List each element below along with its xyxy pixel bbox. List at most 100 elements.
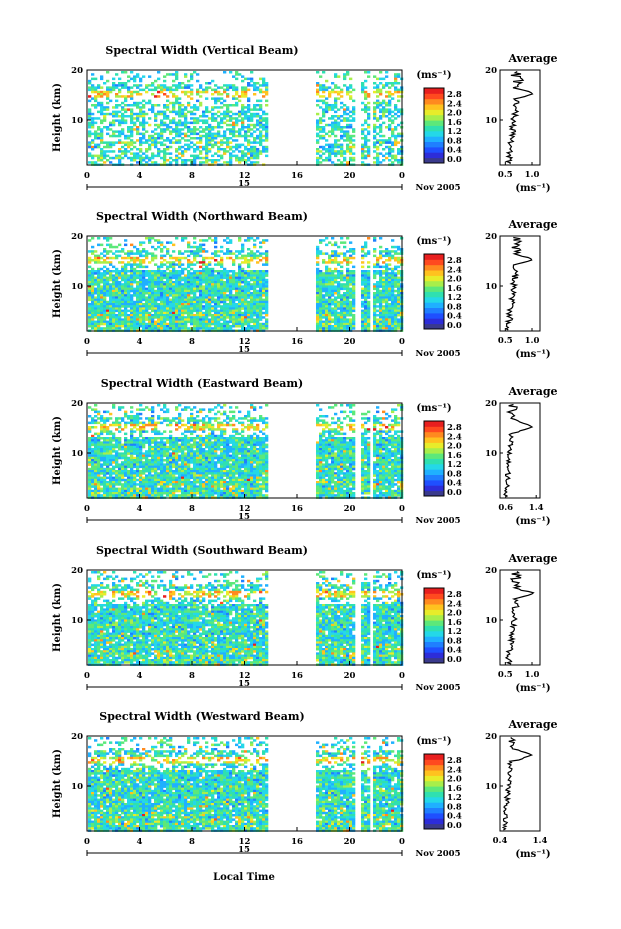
- heatmap-cell: [160, 305, 164, 308]
- heatmap-cell: [202, 289, 206, 293]
- heatmap-cell: [349, 311, 353, 315]
- heatmap-cell: [139, 263, 143, 266]
- heatmap-cell: [211, 117, 215, 120]
- heatmap-cell: [319, 298, 323, 302]
- heatmap-cell: [178, 123, 182, 127]
- heatmap-cell: [214, 307, 218, 310]
- heatmap-cell: [217, 254, 221, 258]
- heatmap-cell: [217, 404, 221, 407]
- heatmap-cell: [229, 296, 233, 299]
- heatmap-cell: [121, 303, 125, 306]
- heatmap-cell: [133, 128, 137, 131]
- heatmap-cell: [394, 307, 398, 310]
- heatmap-cell: [253, 256, 257, 260]
- heatmap-cell: [343, 126, 347, 129]
- heatmap-cell: [373, 108, 377, 111]
- y-axis-label: Height (km): [52, 83, 63, 152]
- heatmap-cell: [256, 112, 260, 116]
- heatmap-cell: [223, 267, 227, 271]
- heatmap-cell: [160, 307, 164, 310]
- heatmap-cell: [334, 314, 338, 317]
- heatmap-cell: [376, 152, 380, 155]
- heatmap-cell: [394, 316, 398, 319]
- heatmap-cell: [115, 285, 119, 288]
- heatmap-cell: [331, 276, 335, 280]
- heatmap-cell: [316, 132, 320, 136]
- heatmap-cell: [112, 303, 116, 306]
- heatmap-cell: [133, 270, 137, 273]
- heatmap-cell: [178, 285, 182, 288]
- heatmap-cell: [130, 104, 134, 107]
- heatmap-cell: [361, 281, 365, 284]
- heatmap-cell: [121, 95, 125, 98]
- heatmap-cell: [226, 287, 230, 291]
- heatmap-cell: [328, 296, 332, 299]
- heatmap-cell: [229, 110, 233, 114]
- heatmap-cell: [391, 82, 395, 85]
- heatmap-cell: [127, 318, 131, 321]
- heatmap-cell: [250, 117, 254, 120]
- heatmap-cell: [163, 128, 167, 131]
- heatmap-cell: [214, 417, 218, 420]
- heatmap-cell: [364, 298, 368, 302]
- heatmap-cell: [196, 309, 200, 313]
- colorbar-unit: (ms⁻¹): [416, 70, 451, 81]
- heatmap-cell: [166, 106, 170, 109]
- heatmap-cell: [241, 267, 245, 271]
- heatmap-cell: [175, 274, 179, 277]
- heatmap-cell: [157, 314, 161, 317]
- heatmap-cell: [343, 309, 347, 313]
- heatmap-cell: [184, 132, 188, 136]
- heatmap-cell: [172, 287, 176, 291]
- heatmap-cell: [139, 150, 143, 153]
- heatmap-cell: [217, 283, 221, 286]
- average-y-tick-label: 20: [485, 66, 497, 76]
- heatmap-cell: [364, 95, 368, 98]
- heatmap-cell: [223, 99, 227, 103]
- heatmap-cell: [106, 90, 110, 94]
- heatmap-cell: [211, 316, 215, 319]
- heatmap-cell: [388, 104, 392, 107]
- heatmap-cell: [376, 84, 380, 87]
- heatmap-cell: [139, 278, 143, 282]
- heatmap-cell: [157, 294, 161, 297]
- heatmap-cell: [199, 250, 203, 253]
- heatmap-cell: [361, 88, 365, 92]
- heatmap-cell: [223, 305, 227, 308]
- heatmap-cell: [202, 327, 206, 330]
- heatmap-cell: [127, 270, 131, 273]
- heatmap-cell: [361, 276, 365, 280]
- heatmap-cell: [142, 294, 146, 297]
- heatmap-cell: [142, 106, 146, 109]
- heatmap-cell: [109, 274, 113, 277]
- heatmap-cell: [229, 287, 233, 291]
- heatmap-cell: [103, 303, 107, 306]
- heatmap-cell: [124, 421, 128, 425]
- heatmap-cell: [238, 292, 242, 295]
- heatmap-cell: [172, 285, 176, 288]
- heatmap-cell: [160, 110, 164, 114]
- heatmap-cell: [316, 161, 320, 164]
- heatmap-cell: [232, 88, 236, 92]
- heatmap-cell: [325, 325, 329, 328]
- heatmap-cell: [115, 419, 119, 422]
- heatmap-cell: [130, 298, 134, 302]
- heatmap-cell: [367, 75, 371, 78]
- heatmap-cell: [229, 292, 233, 295]
- heatmap-cell: [94, 408, 98, 411]
- heatmap-cell: [199, 276, 203, 280]
- heatmap-cell: [244, 296, 248, 299]
- heatmap-cell: [232, 130, 236, 133]
- heatmap-cell: [397, 82, 401, 85]
- heatmap-cell: [337, 294, 341, 297]
- heatmap-cell: [334, 305, 338, 308]
- heatmap-cell: [247, 309, 251, 313]
- heatmap-cell: [223, 115, 227, 118]
- heatmap-cell: [166, 272, 170, 275]
- heatmap-cell: [379, 128, 383, 131]
- heatmap-cell: [127, 327, 131, 330]
- heatmap-cell: [328, 254, 332, 258]
- heatmap-cell: [94, 99, 98, 103]
- heatmap-cell: [202, 239, 206, 242]
- heatmap-cell: [124, 86, 128, 89]
